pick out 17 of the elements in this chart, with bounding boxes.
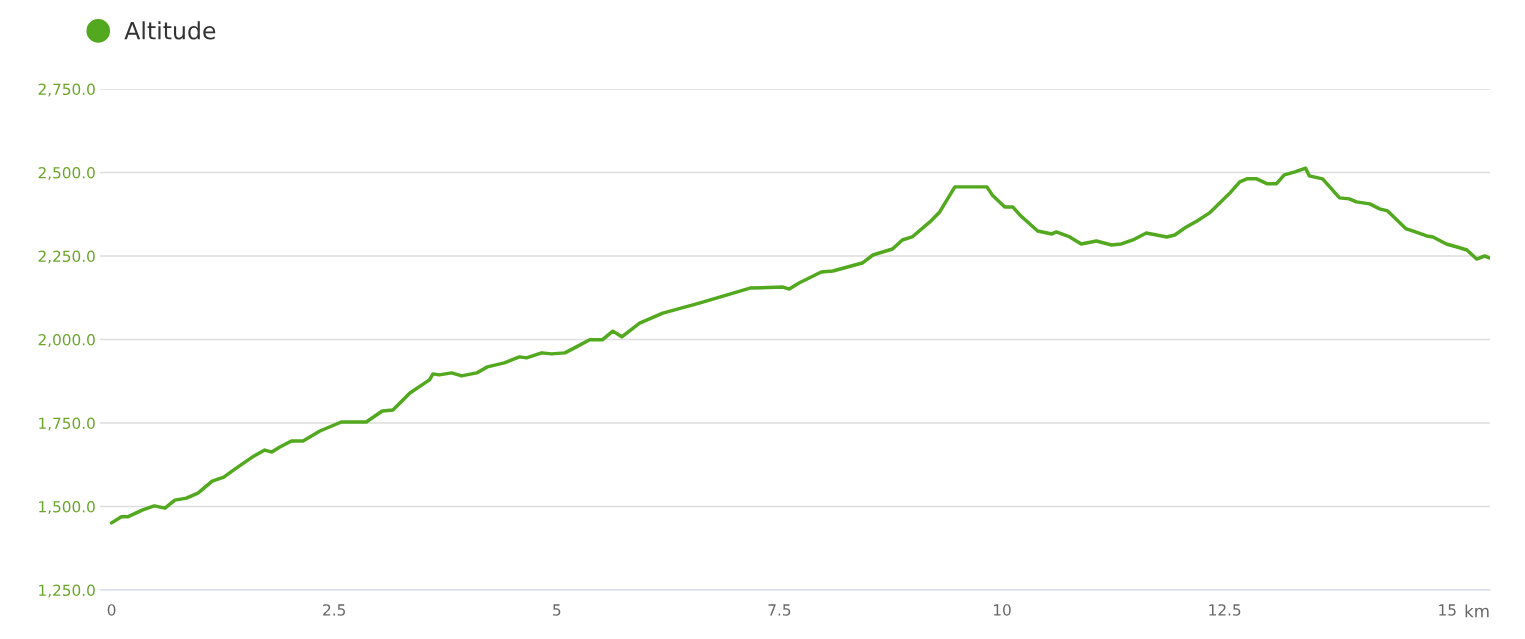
y-tick-label: 1,250.0 — [39, 584, 95, 598]
y-tick-label: 2,000.0 — [38, 333, 95, 348]
x-tick-label: 12.5 — [1209, 604, 1241, 616]
x-tick-label: 0 — [107, 604, 116, 616]
x-tick-label: 7.5 — [768, 604, 791, 616]
y-tick-label: 1,500.0 — [39, 500, 95, 515]
y-tick-label: 2,750.0 — [38, 83, 95, 97]
x-tick-label: 15 — [1439, 604, 1456, 616]
x-tick-label: 5 — [553, 604, 561, 616]
y-tick-label: 1,750.0 — [39, 417, 95, 431]
x-tick-label: 2.5 — [323, 604, 345, 616]
y-tick-label: 2,500.0 — [38, 166, 95, 181]
x-axis-title: km — [1465, 604, 1489, 618]
line-series — [109, 166, 1490, 525]
y-tick-label: 2,250.0 — [38, 250, 95, 264]
legend-label: Altitude — [124, 21, 216, 40]
x-tick-label: 10 — [993, 604, 1011, 616]
